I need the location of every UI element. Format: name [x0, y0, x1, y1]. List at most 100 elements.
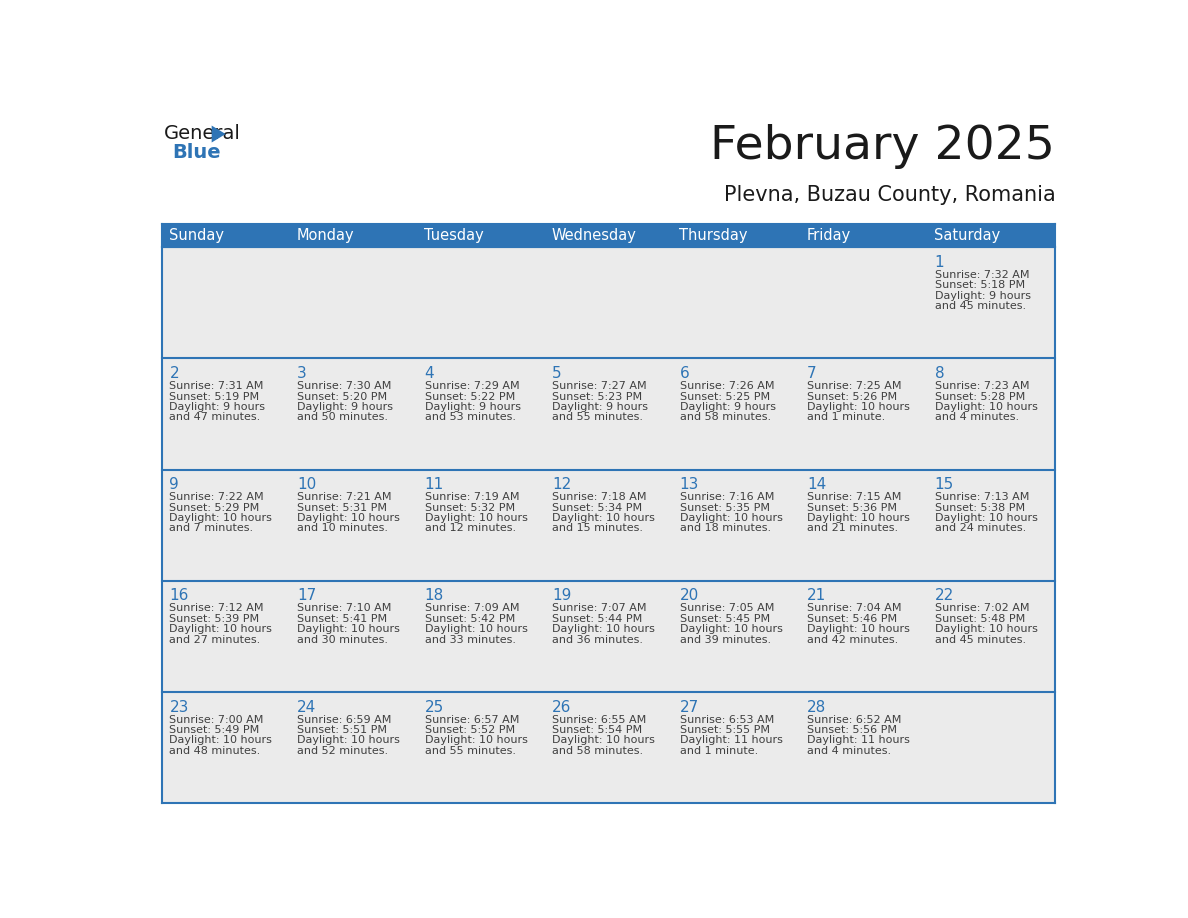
- Text: Sunrise: 6:57 AM: Sunrise: 6:57 AM: [424, 715, 519, 724]
- Bar: [801, 247, 928, 358]
- Bar: [672, 470, 801, 581]
- Text: Sunrise: 7:10 AM: Sunrise: 7:10 AM: [297, 603, 391, 613]
- Bar: [672, 358, 801, 470]
- Text: 18: 18: [424, 588, 444, 603]
- Text: Sunrise: 7:00 AM: Sunrise: 7:00 AM: [170, 715, 264, 724]
- Text: Sunset: 5:46 PM: Sunset: 5:46 PM: [807, 614, 897, 624]
- Text: Daylight: 9 hours: Daylight: 9 hours: [935, 291, 1031, 301]
- Bar: [545, 470, 672, 581]
- Text: Sunset: 5:48 PM: Sunset: 5:48 PM: [935, 614, 1025, 624]
- Text: Daylight: 9 hours: Daylight: 9 hours: [424, 402, 520, 412]
- Text: Sunset: 5:45 PM: Sunset: 5:45 PM: [680, 614, 770, 624]
- Bar: [928, 247, 1055, 358]
- Text: Sunrise: 7:19 AM: Sunrise: 7:19 AM: [424, 492, 519, 502]
- Text: Sunset: 5:19 PM: Sunset: 5:19 PM: [170, 391, 259, 401]
- Text: 4: 4: [424, 366, 434, 381]
- Text: Saturday: Saturday: [934, 229, 1000, 243]
- Text: General: General: [164, 124, 241, 143]
- Text: Sunset: 5:39 PM: Sunset: 5:39 PM: [170, 614, 259, 624]
- Bar: [928, 358, 1055, 470]
- Bar: [290, 581, 417, 692]
- Bar: [672, 247, 801, 358]
- Text: Daylight: 10 hours: Daylight: 10 hours: [297, 624, 400, 634]
- Text: Sunrise: 7:04 AM: Sunrise: 7:04 AM: [807, 603, 902, 613]
- Text: 16: 16: [170, 588, 189, 603]
- Text: 17: 17: [297, 588, 316, 603]
- Text: and 21 minutes.: and 21 minutes.: [807, 523, 898, 533]
- Text: and 42 minutes.: and 42 minutes.: [807, 634, 898, 644]
- Text: Sunset: 5:54 PM: Sunset: 5:54 PM: [552, 725, 643, 735]
- Text: 26: 26: [552, 700, 571, 715]
- Text: 9: 9: [170, 477, 179, 492]
- Bar: [928, 581, 1055, 692]
- Text: 10: 10: [297, 477, 316, 492]
- Bar: [163, 224, 290, 247]
- Text: 12: 12: [552, 477, 571, 492]
- Bar: [290, 470, 417, 581]
- Text: Sunrise: 7:27 AM: Sunrise: 7:27 AM: [552, 381, 646, 391]
- Text: Daylight: 10 hours: Daylight: 10 hours: [170, 513, 272, 523]
- Text: and 27 minutes.: and 27 minutes.: [170, 634, 260, 644]
- Bar: [672, 224, 801, 247]
- Text: Daylight: 10 hours: Daylight: 10 hours: [424, 513, 527, 523]
- Text: Sunrise: 7:32 AM: Sunrise: 7:32 AM: [935, 270, 1029, 280]
- Text: 11: 11: [424, 477, 444, 492]
- Text: 7: 7: [807, 366, 817, 381]
- Bar: [545, 581, 672, 692]
- Bar: [163, 247, 290, 358]
- Bar: [163, 692, 290, 803]
- Text: Sunset: 5:41 PM: Sunset: 5:41 PM: [297, 614, 387, 624]
- Bar: [163, 581, 290, 692]
- Text: 27: 27: [680, 700, 699, 715]
- Text: 28: 28: [807, 700, 827, 715]
- Text: 8: 8: [935, 366, 944, 381]
- Text: Sunrise: 6:52 AM: Sunrise: 6:52 AM: [807, 715, 902, 724]
- Bar: [417, 224, 545, 247]
- Text: Sunrise: 6:59 AM: Sunrise: 6:59 AM: [297, 715, 391, 724]
- Bar: [163, 470, 290, 581]
- Text: 21: 21: [807, 588, 827, 603]
- Text: Daylight: 9 hours: Daylight: 9 hours: [297, 402, 393, 412]
- Text: 3: 3: [297, 366, 307, 381]
- Text: Sunrise: 7:12 AM: Sunrise: 7:12 AM: [170, 603, 264, 613]
- Text: Friday: Friday: [807, 229, 851, 243]
- Text: Sunset: 5:36 PM: Sunset: 5:36 PM: [807, 503, 897, 513]
- Text: Sunrise: 7:09 AM: Sunrise: 7:09 AM: [424, 603, 519, 613]
- Text: Sunrise: 7:15 AM: Sunrise: 7:15 AM: [807, 492, 902, 502]
- Text: and 33 minutes.: and 33 minutes.: [424, 634, 516, 644]
- Text: Daylight: 10 hours: Daylight: 10 hours: [424, 735, 527, 745]
- Text: and 58 minutes.: and 58 minutes.: [680, 412, 771, 422]
- Text: 13: 13: [680, 477, 699, 492]
- Text: Sunset: 5:55 PM: Sunset: 5:55 PM: [680, 725, 770, 735]
- Text: and 53 minutes.: and 53 minutes.: [424, 412, 516, 422]
- Text: Daylight: 11 hours: Daylight: 11 hours: [807, 735, 910, 745]
- Text: Daylight: 10 hours: Daylight: 10 hours: [807, 513, 910, 523]
- Bar: [672, 692, 801, 803]
- Text: Sunset: 5:51 PM: Sunset: 5:51 PM: [297, 725, 387, 735]
- Text: Sunrise: 7:13 AM: Sunrise: 7:13 AM: [935, 492, 1029, 502]
- Text: and 50 minutes.: and 50 minutes.: [297, 412, 388, 422]
- Text: 6: 6: [680, 366, 689, 381]
- Text: Daylight: 10 hours: Daylight: 10 hours: [552, 624, 655, 634]
- Text: Sunrise: 6:55 AM: Sunrise: 6:55 AM: [552, 715, 646, 724]
- Text: Sunrise: 7:30 AM: Sunrise: 7:30 AM: [297, 381, 391, 391]
- Text: 5: 5: [552, 366, 562, 381]
- Text: and 4 minutes.: and 4 minutes.: [935, 412, 1019, 422]
- Text: and 47 minutes.: and 47 minutes.: [170, 412, 260, 422]
- Text: Sunset: 5:52 PM: Sunset: 5:52 PM: [424, 725, 514, 735]
- Text: Daylight: 10 hours: Daylight: 10 hours: [424, 624, 527, 634]
- Bar: [417, 358, 545, 470]
- Text: Sunset: 5:42 PM: Sunset: 5:42 PM: [424, 614, 514, 624]
- Text: 2: 2: [170, 366, 179, 381]
- Text: and 55 minutes.: and 55 minutes.: [424, 745, 516, 756]
- Text: Sunset: 5:56 PM: Sunset: 5:56 PM: [807, 725, 897, 735]
- Text: Daylight: 10 hours: Daylight: 10 hours: [935, 624, 1037, 634]
- Text: Sunset: 5:18 PM: Sunset: 5:18 PM: [935, 280, 1025, 290]
- Text: Sunrise: 7:18 AM: Sunrise: 7:18 AM: [552, 492, 646, 502]
- Text: Sunrise: 7:05 AM: Sunrise: 7:05 AM: [680, 603, 773, 613]
- Text: Blue: Blue: [172, 143, 221, 162]
- Text: Sunrise: 7:31 AM: Sunrise: 7:31 AM: [170, 381, 264, 391]
- Text: 23: 23: [170, 700, 189, 715]
- Text: Sunset: 5:49 PM: Sunset: 5:49 PM: [170, 725, 260, 735]
- Text: Sunset: 5:22 PM: Sunset: 5:22 PM: [424, 391, 514, 401]
